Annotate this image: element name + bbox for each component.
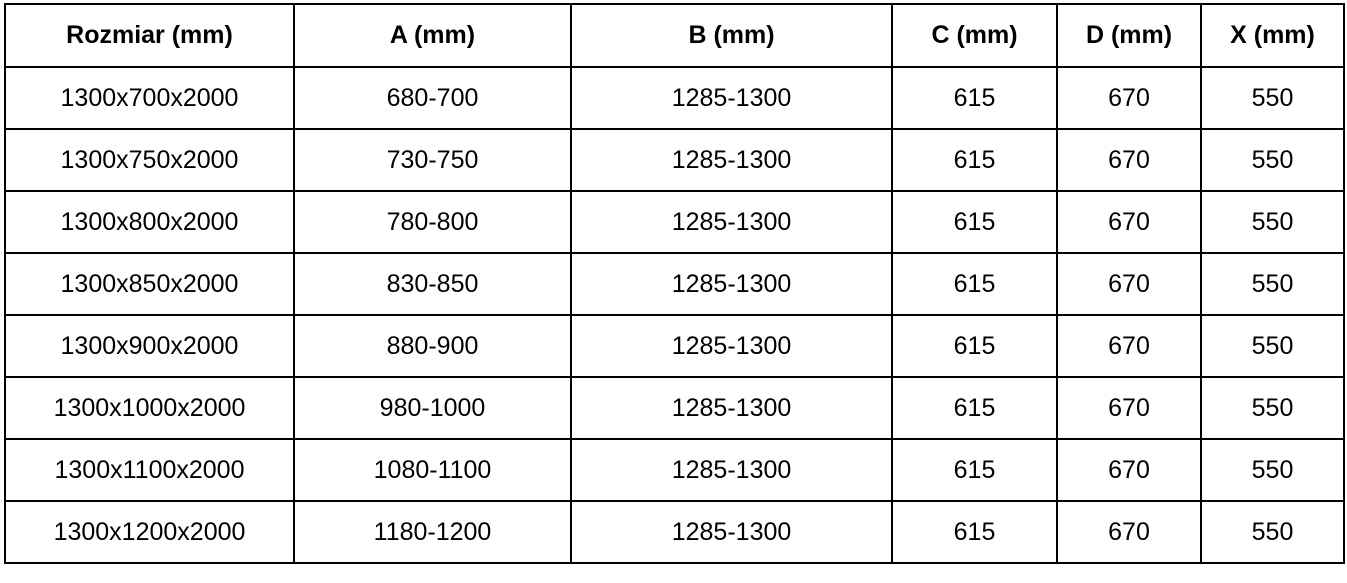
cell-d: 670 <box>1056 438 1202 502</box>
cell-b: 1285-1300 <box>570 128 893 192</box>
cell-c: 615 <box>891 252 1058 316</box>
column-header-x: X (mm) <box>1200 3 1345 68</box>
cell-b: 1285-1300 <box>570 66 893 130</box>
cell-a: 1180-1200 <box>293 500 572 564</box>
cell-a: 780-800 <box>293 190 572 254</box>
cell-x: 550 <box>1200 438 1345 502</box>
cell-d: 670 <box>1056 128 1202 192</box>
cell-x: 550 <box>1200 376 1345 440</box>
cell-d: 670 <box>1056 66 1202 130</box>
cell-a: 680-700 <box>293 66 572 130</box>
cell-c: 615 <box>891 190 1058 254</box>
cell-d: 670 <box>1056 314 1202 378</box>
cell-size: 1300x900x2000 <box>4 314 295 378</box>
cell-a: 980-1000 <box>293 376 572 440</box>
cell-size: 1300x1000x2000 <box>4 376 295 440</box>
cell-d: 670 <box>1056 376 1202 440</box>
dimensions-table: Rozmiar (mm) A (mm) B (mm) C (mm) D (mm) X (m… <box>4 3 1345 564</box>
table-row: 1300x1100x2000 1080-1100 1285-1300 615 670 55… <box>4 438 1345 502</box>
cell-x: 550 <box>1200 66 1345 130</box>
cell-a: 1080-1100 <box>293 438 572 502</box>
cell-d: 670 <box>1056 252 1202 316</box>
cell-x: 550 <box>1200 314 1345 378</box>
cell-d: 670 <box>1056 500 1202 564</box>
cell-d: 670 <box>1056 190 1202 254</box>
cell-x: 550 <box>1200 190 1345 254</box>
cell-x: 550 <box>1200 128 1345 192</box>
cell-c: 615 <box>891 66 1058 130</box>
table-row: 1300x1000x2000 980-1000 1285-1300 615 670 550 <box>4 376 1345 440</box>
cell-c: 615 <box>891 438 1058 502</box>
column-header-b: B (mm) <box>570 3 893 68</box>
cell-x: 550 <box>1200 252 1345 316</box>
cell-size: 1300x1200x2000 <box>4 500 295 564</box>
cell-size: 1300x700x2000 <box>4 66 295 130</box>
cell-b: 1285-1300 <box>570 376 893 440</box>
table-row: 1300x900x2000 880-900 1285-1300 615 670 550 <box>4 314 1345 378</box>
cell-b: 1285-1300 <box>570 314 893 378</box>
cell-c: 615 <box>891 314 1058 378</box>
cell-size: 1300x850x2000 <box>4 252 295 316</box>
cell-b: 1285-1300 <box>570 438 893 502</box>
table-row: 1300x700x2000 680-700 1285-1300 615 670 550 <box>4 66 1345 130</box>
table-row: 1300x750x2000 730-750 1285-1300 615 670 550 <box>4 128 1345 192</box>
table-row: 1300x800x2000 780-800 1285-1300 615 670 550 <box>4 190 1345 254</box>
column-header-a: A (mm) <box>293 3 572 68</box>
table-row: 1300x1200x2000 1180-1200 1285-1300 615 670 55… <box>4 500 1345 564</box>
cell-b: 1285-1300 <box>570 190 893 254</box>
table-row: 1300x850x2000 830-850 1285-1300 615 670 550 <box>4 252 1345 316</box>
column-header-c: C (mm) <box>891 3 1058 68</box>
cell-size: 1300x800x2000 <box>4 190 295 254</box>
cell-size: 1300x1100x2000 <box>4 438 295 502</box>
column-header-d: D (mm) <box>1056 3 1202 68</box>
cell-c: 615 <box>891 376 1058 440</box>
cell-c: 615 <box>891 500 1058 564</box>
cell-b: 1285-1300 <box>570 252 893 316</box>
cell-b: 1285-1300 <box>570 500 893 564</box>
header-row: Rozmiar (mm) A (mm) B (mm) C (mm) D (mm) X (m… <box>4 3 1345 68</box>
cell-a: 830-850 <box>293 252 572 316</box>
cell-c: 615 <box>891 128 1058 192</box>
cell-size: 1300x750x2000 <box>4 128 295 192</box>
cell-x: 550 <box>1200 500 1345 564</box>
column-header-size: Rozmiar (mm) <box>4 3 295 68</box>
cell-a: 880-900 <box>293 314 572 378</box>
cell-a: 730-750 <box>293 128 572 192</box>
